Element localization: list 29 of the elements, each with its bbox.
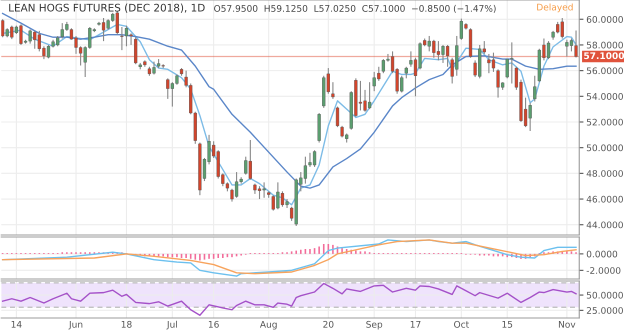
y-tick-label: 60.0000: [586, 16, 623, 23]
y-tick-label: 50.0000: [586, 292, 623, 299]
x-tick-label: Jun: [68, 321, 82, 330]
y-tick-label: 56.0000: [586, 67, 623, 74]
y-tick-label: 0.0000: [586, 250, 618, 258]
y-tick-label: 46.0000: [586, 196, 623, 203]
x-tick-label: Nov: [558, 321, 576, 328]
x-tick-label: Oct: [454, 320, 469, 328]
y-tick-label: 44.0000: [586, 221, 623, 228]
y-tick-label: 54.0000: [586, 93, 623, 100]
x-tick-label: 17: [410, 321, 420, 328]
y-tick-label: 58.0000: [586, 42, 623, 49]
y-tick-label: -2.0000: [586, 267, 620, 274]
x-tick-label: 18: [122, 320, 132, 328]
x-tick-label: Jul: [166, 320, 177, 330]
x-tick-label: 15: [502, 321, 512, 328]
x-tick-label: Sep: [366, 320, 382, 330]
x-tick-label: 20: [323, 320, 334, 328]
y-tick-label: 48.0000: [586, 170, 623, 177]
annotation: Delayed: [537, 4, 573, 12]
ref-line-label: 57.1000: [584, 52, 624, 60]
chart-title: LEAN HOGS FUTURES (DEC 2018), 1D: [9, 4, 205, 13]
x-tick-label: 14: [12, 321, 22, 328]
y-tick-label: 25.0000: [586, 307, 623, 314]
x-tick-label: Aug: [260, 321, 277, 330]
chart-subtitle: O57.9500 H59.1250 L57.0250 C57.1000 −0.8500 (−1.47%): [214, 4, 496, 13]
x-tick-label: 16: [208, 320, 219, 328]
y-tick-label: 50.0000: [586, 144, 623, 152]
y-tick-label: 52.0000: [586, 118, 623, 126]
